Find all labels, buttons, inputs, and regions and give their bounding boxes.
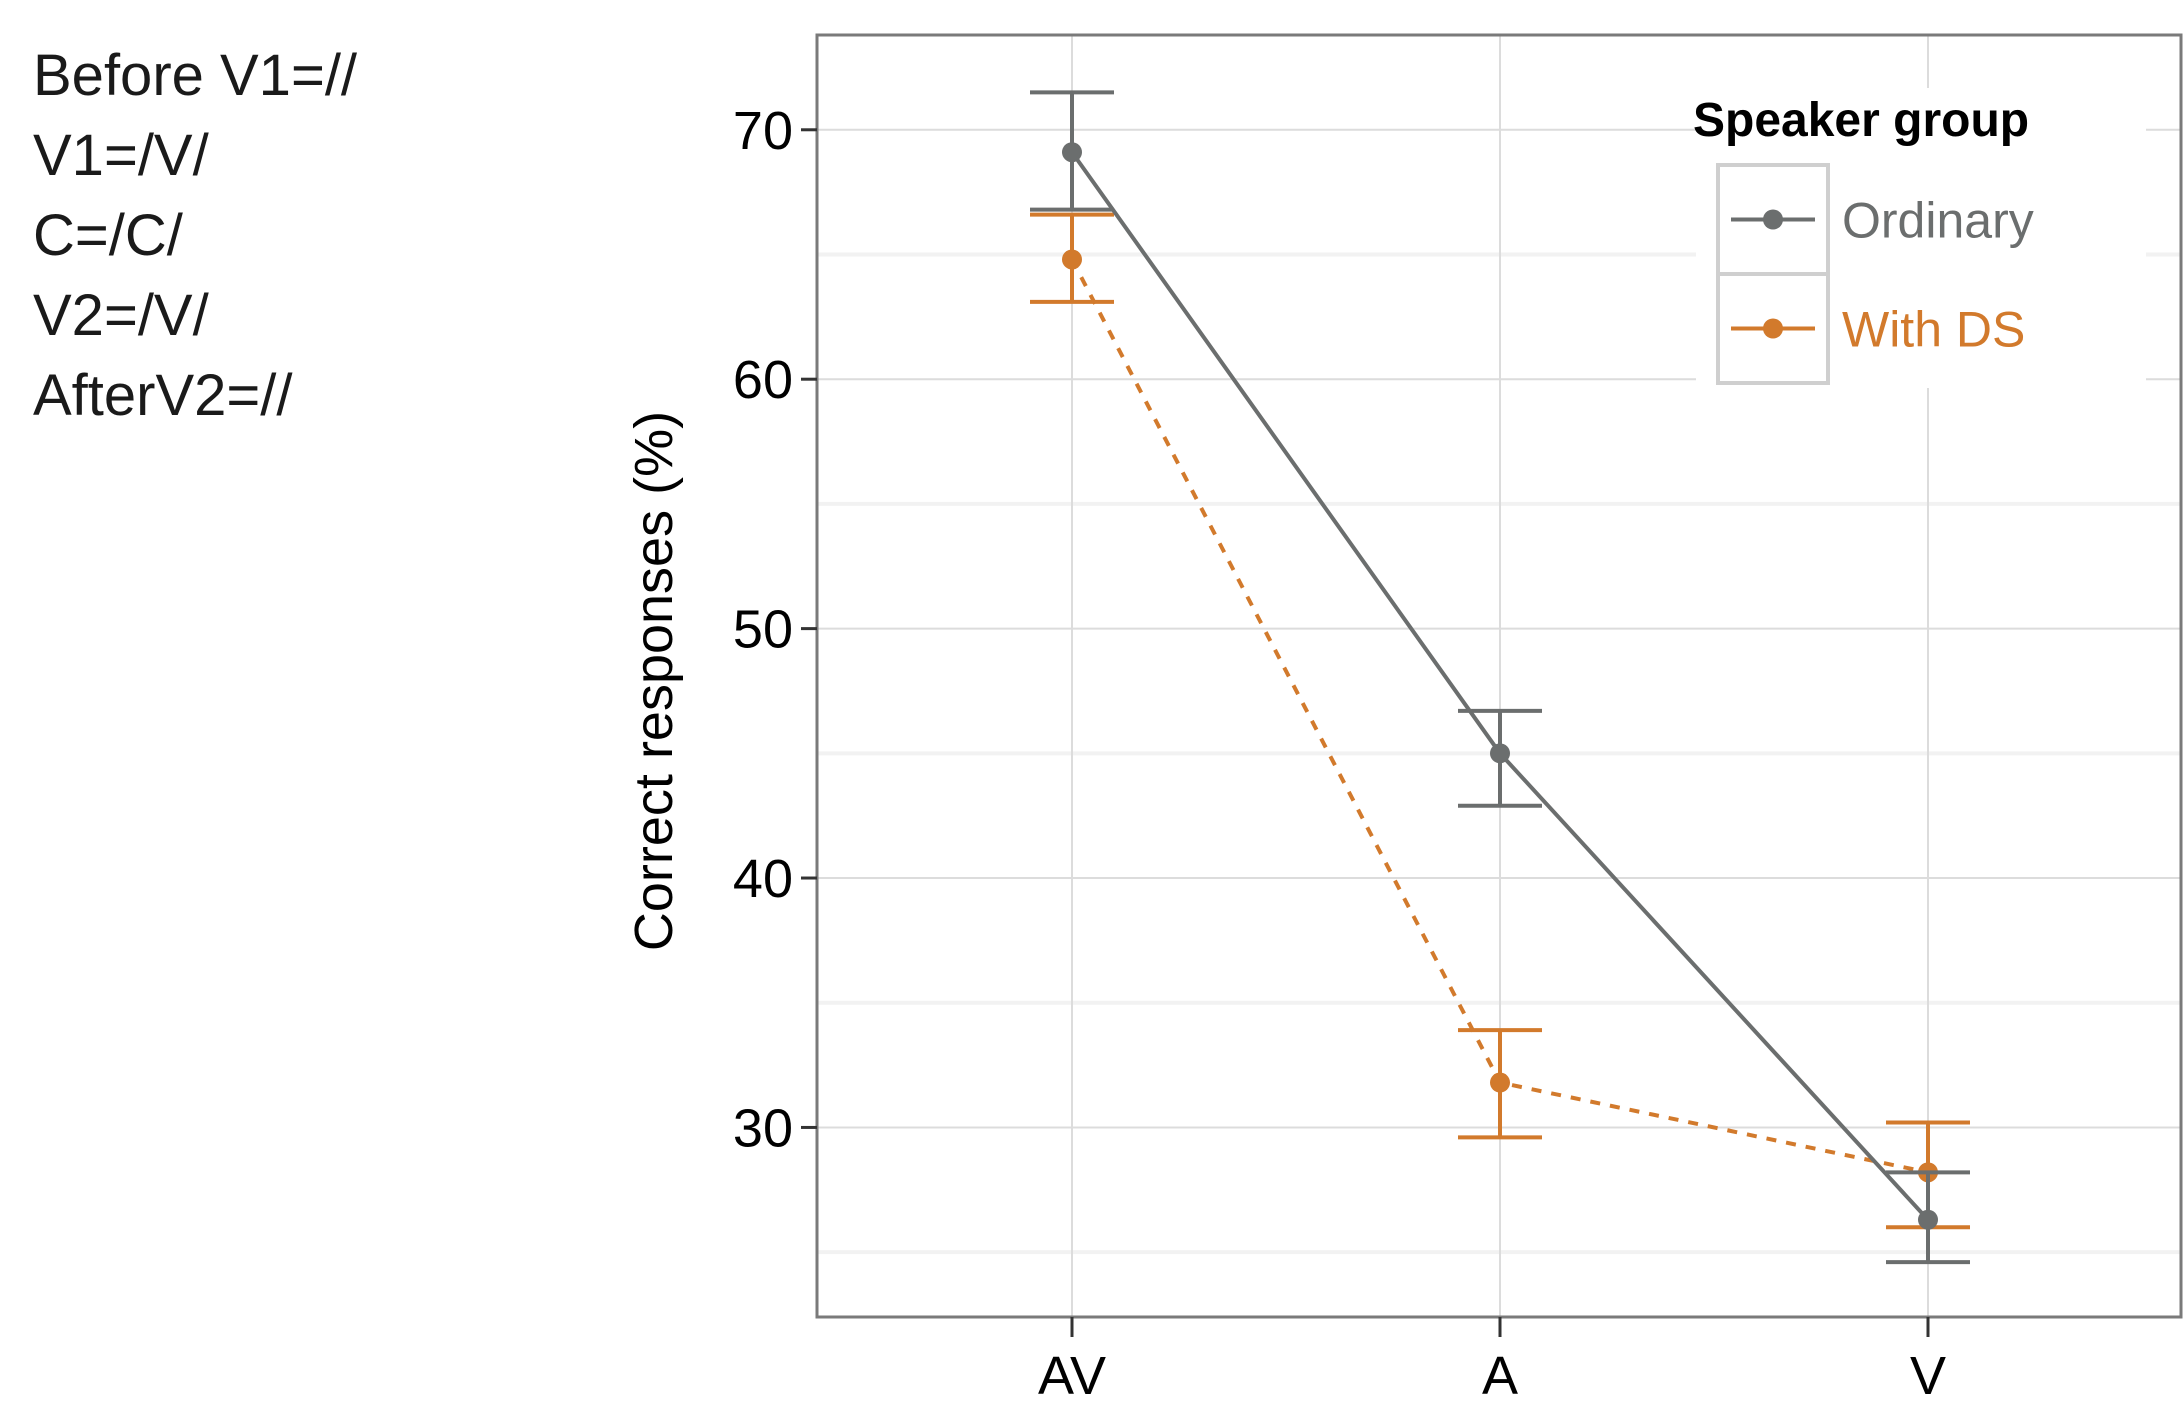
side-note: V1=/V/ [33, 123, 209, 188]
side-note: Before V1=// [33, 43, 358, 108]
legend-key-point [1763, 209, 1783, 230]
series-ordinary [1030, 90, 1970, 1265]
legend: Speaker group Ordinary With DS [1693, 88, 2146, 388]
data-point [1490, 743, 1510, 764]
x-tick-label: A [1482, 1346, 1518, 1406]
legend-item-with-ds: With DS [1731, 302, 2025, 358]
x-axis: AV A V [1038, 1317, 1946, 1406]
y-tick-label: 60 [733, 350, 793, 410]
y-tick-label: 40 [733, 849, 793, 909]
legend-title: Speaker group [1693, 94, 2029, 147]
data-point [1918, 1209, 1938, 1230]
y-tick-label: 30 [733, 1098, 793, 1158]
side-note: C=/C/ [33, 203, 183, 268]
x-tick-label: AV [1038, 1346, 1106, 1406]
y-tick-label: 50 [733, 600, 793, 660]
y-tick-label: 70 [733, 101, 793, 161]
data-point [1490, 1072, 1510, 1093]
legend-label: Ordinary [1842, 193, 2034, 249]
data-point [1062, 249, 1082, 270]
legend-item-ordinary: Ordinary [1731, 193, 2034, 249]
data-point [1062, 142, 1082, 163]
x-tick-label: V [1910, 1346, 1946, 1406]
legend-label: With DS [1842, 302, 2025, 358]
side-note: AfterV2=// [33, 363, 293, 428]
side-notes: Before V1=// V1=/V/ C=/C/ V2=/V/ AfterV2… [33, 36, 357, 436]
y-axis: 30 40 50 60 70 [733, 101, 817, 1158]
legend-key-point [1763, 318, 1783, 339]
series-layer [1030, 90, 1970, 1265]
side-note: V2=/V/ [33, 283, 209, 348]
y-axis-title: Correct responses (%) [624, 411, 684, 951]
